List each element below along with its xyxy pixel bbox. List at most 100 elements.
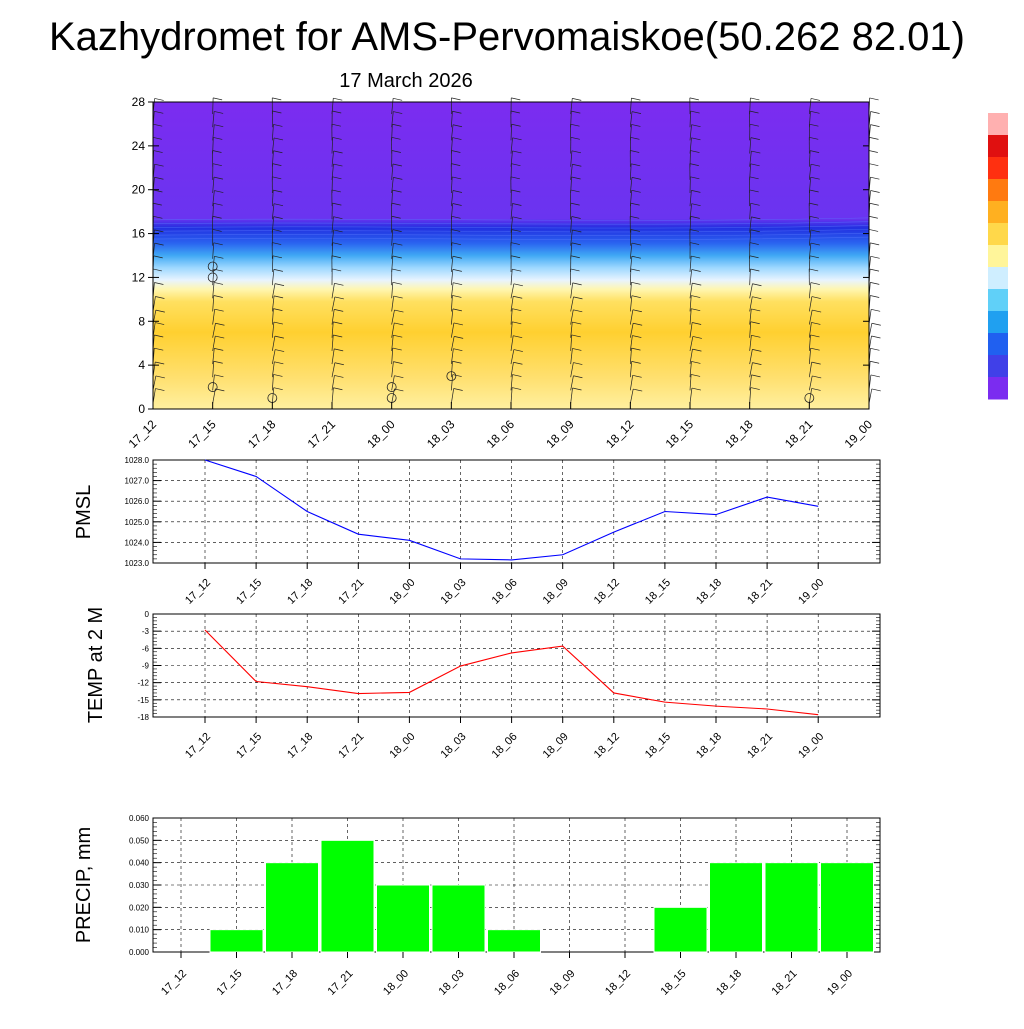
precip-x-tick-label: 18_00 bbox=[381, 968, 411, 998]
wind-barb-flag bbox=[872, 389, 881, 391]
wind-barb-flag bbox=[750, 98, 759, 100]
temp-2m-x-tick-label: 18_18 bbox=[694, 731, 724, 761]
wind-barb-flag bbox=[690, 98, 699, 100]
wind-barb-flag bbox=[870, 348, 879, 350]
precip-y-tick-label: 0.060 bbox=[129, 814, 150, 823]
profile-x-tick-label: 18_03 bbox=[424, 417, 458, 451]
pmsl-x-tick-label: 18_18 bbox=[694, 577, 724, 607]
pmsl-x-tick-label: 18_03 bbox=[439, 577, 469, 607]
temp-2m-x-tick-label: 17_15 bbox=[234, 731, 264, 761]
profile-x-tick-label: 18_18 bbox=[722, 417, 756, 451]
pmsl-x-tick-label: 18_12 bbox=[592, 577, 622, 607]
colorbar-swatch bbox=[988, 289, 1008, 312]
precip-bar bbox=[321, 840, 374, 952]
temp-2m-x-tick-label: 18_06 bbox=[490, 731, 520, 761]
temp-2m-y-tick-label: -15 bbox=[137, 696, 149, 705]
wind-barb-flag bbox=[869, 137, 878, 139]
pmsl-x-tick-label: 19_00 bbox=[796, 577, 826, 607]
wind-barb-flag bbox=[155, 98, 164, 100]
precip-x-tick-label: 19_00 bbox=[825, 968, 855, 998]
temp-2m-x-tick-label: 18_09 bbox=[541, 731, 571, 761]
colorbar-swatch bbox=[988, 267, 1008, 290]
pmsl-x-tick-label: 17_21 bbox=[336, 577, 366, 607]
wind-barb-flag bbox=[333, 98, 342, 100]
pmsl-y-tick-label: 1026.0 bbox=[125, 497, 150, 506]
precip-bar bbox=[710, 863, 763, 952]
precip-y-tick-label: 0.010 bbox=[129, 926, 150, 935]
pmsl-x-tick-label: 18_00 bbox=[387, 577, 417, 607]
colorbar-swatch bbox=[988, 333, 1008, 356]
profile-y-tick-label: 4 bbox=[138, 358, 145, 372]
profile-y-tick-label: 8 bbox=[138, 314, 145, 328]
temp-2m-x-tick-label: 17_18 bbox=[285, 731, 315, 761]
precip-bar bbox=[432, 885, 485, 952]
precip-x-tick-label: 17_15 bbox=[215, 968, 245, 998]
page-subtitle: 17 March 2026 bbox=[339, 70, 472, 92]
wind-barb-flag bbox=[871, 336, 880, 338]
temp-2m-x-tick-label: 17_21 bbox=[336, 731, 366, 761]
wind-barb-flag bbox=[871, 309, 880, 311]
precip-bar bbox=[210, 930, 263, 952]
precip-bar bbox=[488, 930, 541, 952]
pmsl-frame bbox=[153, 460, 880, 563]
temp-2m-y-tick-label: -18 bbox=[137, 713, 149, 722]
precip-y-tick-label: 0.020 bbox=[129, 903, 150, 912]
wind-barb-flag bbox=[870, 125, 879, 127]
precip-y-tick-label: 0.040 bbox=[129, 859, 150, 868]
pmsl-ylabel: PMSL bbox=[73, 485, 95, 539]
temp-2m-y-tick-label: -6 bbox=[142, 644, 150, 653]
precip-x-tick-label: 18_18 bbox=[714, 968, 744, 998]
precip-bar bbox=[377, 885, 430, 952]
precip-ylabel: PRECIP, mm bbox=[73, 827, 95, 943]
wind-barb-flag bbox=[572, 98, 581, 100]
profile-x-tick-label: 18_15 bbox=[663, 417, 697, 451]
profile-x-tick-label: 18_12 bbox=[603, 417, 637, 451]
colorbar-swatch bbox=[988, 223, 1008, 246]
profile-y-tick-label: 20 bbox=[132, 183, 146, 197]
temp-2m-y-tick-label: 0 bbox=[145, 610, 150, 619]
colorbar-swatch bbox=[988, 179, 1008, 202]
pmsl-x-tick-label: 17_18 bbox=[285, 577, 315, 607]
profile-y-tick-label: 24 bbox=[132, 139, 146, 153]
precip-x-tick-label: 18_12 bbox=[603, 968, 633, 998]
pmsl-y-tick-label: 1027.0 bbox=[125, 477, 150, 486]
wind-barb-flag bbox=[869, 216, 878, 218]
temp-2m-x-tick-label: 18_03 bbox=[439, 731, 469, 761]
wind-barb-flag bbox=[869, 229, 878, 231]
temp-2m-x-tick-label: 17_12 bbox=[183, 731, 213, 761]
wind-barb-flag bbox=[871, 375, 880, 377]
wind-barb-flag bbox=[871, 112, 880, 114]
profile-x-tick-label: 18_06 bbox=[484, 417, 518, 451]
wind-barb-flag bbox=[869, 150, 878, 152]
profile-y-tick-label: 0 bbox=[138, 402, 145, 416]
wind-barb-flag bbox=[870, 98, 879, 100]
pmsl-x-tick-label: 17_15 bbox=[234, 577, 264, 607]
precip-y-tick-label: 0.050 bbox=[129, 836, 150, 845]
temp-2m-x-tick-label: 19_00 bbox=[796, 731, 826, 761]
precip-x-tick-label: 18_21 bbox=[770, 968, 800, 998]
pmsl-x-tick-label: 18_09 bbox=[541, 577, 571, 607]
colorbar-swatch bbox=[988, 245, 1008, 268]
precip-y-tick-label: 0.030 bbox=[129, 881, 150, 890]
wind-barb-flag bbox=[872, 323, 881, 325]
profile-y-tick-label: 16 bbox=[132, 227, 146, 241]
temp-2m-y-tick-label: -12 bbox=[137, 679, 149, 688]
pmsl-x-tick-label: 17_12 bbox=[183, 577, 213, 607]
precip-panel: 0.0000.0100.0200.0300.0400.0500.06017_12… bbox=[73, 814, 880, 998]
colorbar-swatch bbox=[988, 157, 1008, 180]
pmsl-y-tick-label: 1023.0 bbox=[125, 559, 150, 568]
colorbar-swatch bbox=[988, 113, 1008, 136]
temp-2m-series-line bbox=[205, 630, 818, 715]
pmsl-y-tick-label: 1028.0 bbox=[125, 456, 150, 465]
profile-x-tick-label: 18_00 bbox=[364, 417, 398, 451]
precip-bar bbox=[266, 863, 319, 952]
precip-y-tick-label: 0.000 bbox=[129, 948, 150, 957]
wind-barb-flag bbox=[870, 282, 879, 284]
temp-2m-y-tick-label: -9 bbox=[142, 662, 150, 671]
wind-barb-flag bbox=[213, 98, 222, 100]
profile-x-tick-label: 17_21 bbox=[305, 417, 339, 451]
